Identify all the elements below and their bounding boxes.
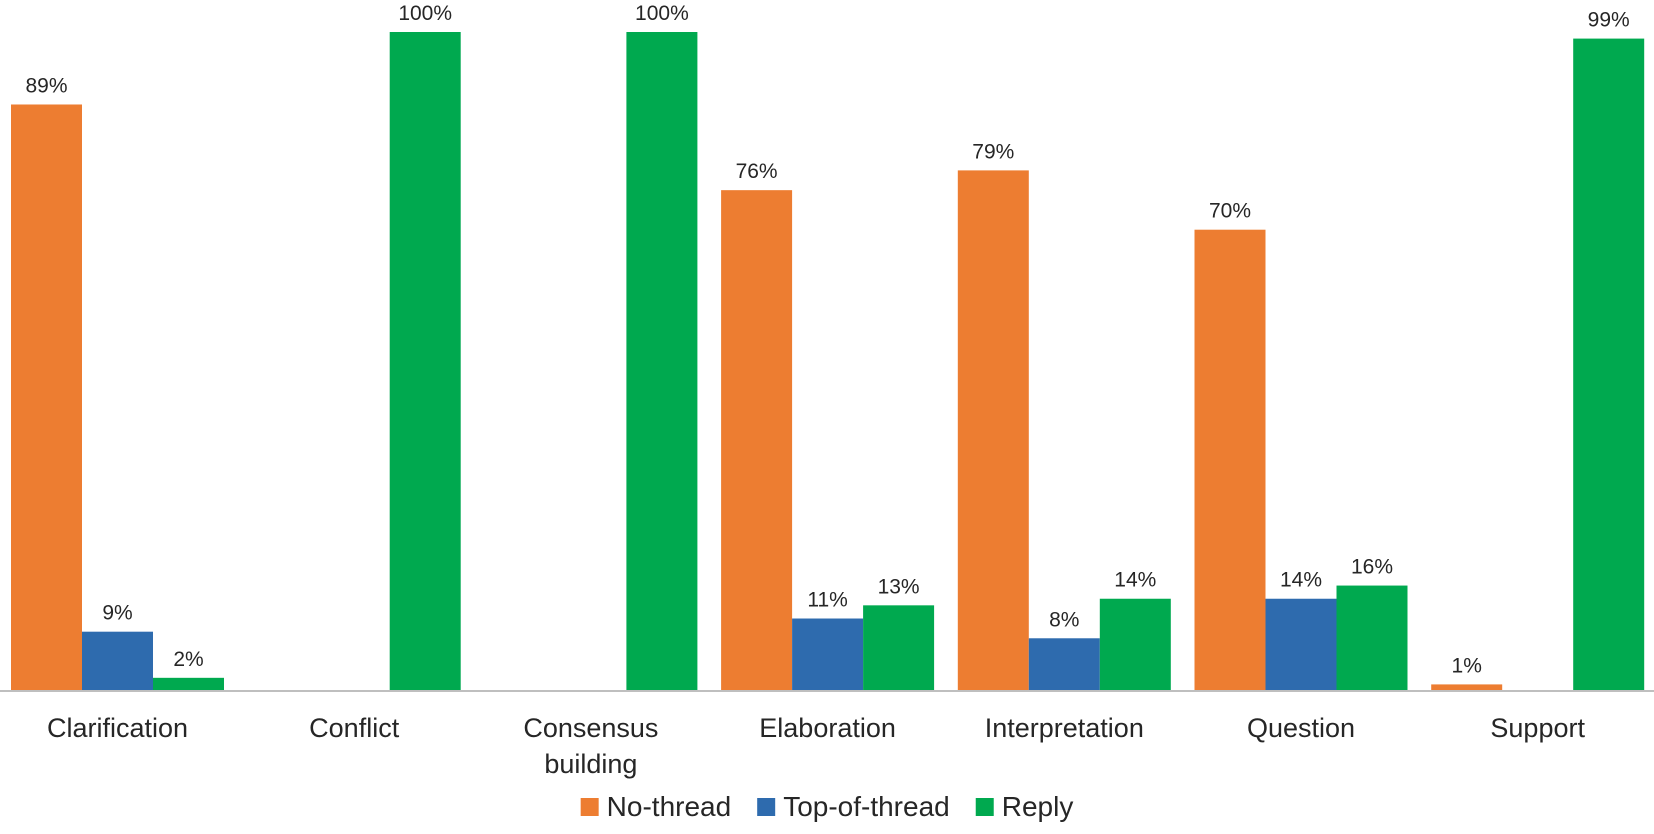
bar-top-of-thread-3 bbox=[792, 618, 864, 691]
x-tick-label-5: Question bbox=[1247, 713, 1355, 743]
data-label-reply-6: 99% bbox=[1588, 9, 1630, 32]
data-label-reply-4: 14% bbox=[1114, 569, 1156, 592]
data-label-reply-1: 100% bbox=[398, 2, 452, 25]
x-tick-labels: Clarification Conflict Consensus building El… bbox=[47, 713, 1586, 779]
legend-label-top-of-thread: Top-of-thread bbox=[783, 791, 950, 822]
bar-reply-5 bbox=[1336, 585, 1408, 691]
x-tick-label-4: Interpretation bbox=[985, 713, 1144, 743]
x-tick-label-6: Support bbox=[1490, 713, 1585, 743]
bar-top-of-thread-4 bbox=[1028, 638, 1100, 691]
bar-reply-3 bbox=[863, 605, 935, 691]
bar-reply-0 bbox=[153, 677, 224, 691]
bar-reply-2 bbox=[626, 32, 698, 691]
data-label-top-of-thread-4: 8% bbox=[1049, 608, 1079, 631]
data-label-reply-5: 16% bbox=[1351, 556, 1393, 579]
legend-label-reply: Reply bbox=[1002, 791, 1074, 822]
data-label-no-thread-4: 79% bbox=[972, 140, 1014, 163]
bar-reply-4 bbox=[1099, 598, 1171, 691]
bar-no-thread-4 bbox=[957, 170, 1029, 691]
legend-swatch-reply bbox=[975, 798, 994, 816]
x-tick-label-1: Conflict bbox=[309, 713, 400, 743]
bars-layer bbox=[11, 32, 1645, 692]
data-label-reply-0: 2% bbox=[173, 648, 203, 671]
bar-no-thread-3 bbox=[721, 190, 793, 691]
data-labels-layer: 89% 9% 2% 100% 100% 76% 11% 13% 79% 8% 14% 70% 14% 16… bbox=[25, 2, 1629, 677]
bar-no-thread-0 bbox=[11, 104, 82, 692]
bar-no-thread-5 bbox=[1194, 229, 1266, 691]
bar-reply-6 bbox=[1573, 38, 1645, 691]
data-label-no-thread-5: 70% bbox=[1209, 200, 1251, 223]
bar-no-thread-6 bbox=[1431, 684, 1503, 691]
legend-swatch-top-of-thread bbox=[757, 798, 776, 816]
x-tick-label-0: Clarification bbox=[47, 713, 188, 743]
data-label-reply-3: 13% bbox=[878, 575, 920, 598]
data-label-reply-2: 100% bbox=[635, 2, 689, 25]
legend: No-thread Top-of-thread Reply bbox=[580, 791, 1074, 822]
x-tick-label-2: Consensus building bbox=[523, 713, 658, 779]
data-label-no-thread-0: 89% bbox=[25, 74, 67, 97]
legend-swatch-no-thread bbox=[580, 798, 599, 816]
data-label-top-of-thread-5: 14% bbox=[1280, 569, 1322, 592]
data-label-top-of-thread-3: 11% bbox=[807, 589, 847, 612]
x-tick-label-3: Elaboration bbox=[759, 713, 896, 743]
data-label-no-thread-6: 1% bbox=[1452, 654, 1482, 677]
data-label-no-thread-3: 76% bbox=[736, 160, 778, 183]
bar-reply-1 bbox=[389, 32, 461, 691]
bar-top-of-thread-5 bbox=[1265, 598, 1337, 691]
bar-top-of-thread-0 bbox=[82, 631, 153, 691]
data-label-top-of-thread-0: 9% bbox=[102, 602, 132, 625]
legend-label-no-thread: No-thread bbox=[607, 791, 732, 822]
